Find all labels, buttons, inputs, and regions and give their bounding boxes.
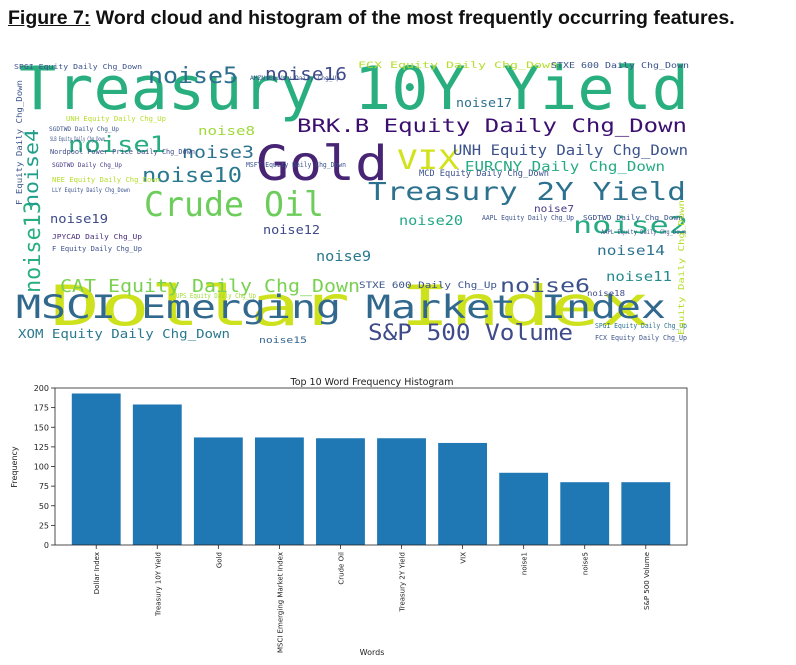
word-cloud-word: SPGI Equity Daily Chg_Up	[595, 322, 687, 330]
word-cloud-word: Crude Oil	[144, 185, 324, 225]
x-tick-label: VIX	[460, 552, 468, 564]
x-axis: Dollar Index Treasury 10Y Yield Gold MSCI E…	[93, 545, 651, 653]
y-tick-label: 125	[34, 443, 49, 452]
bar-series	[71, 393, 671, 545]
bar	[254, 437, 304, 545]
word-cloud-word: EURCNY Daily Chg_Down	[465, 160, 665, 175]
y-axis-label: Frequency	[10, 446, 19, 488]
word-cloud-word: BRK.B Equity Daily Chg_Down	[297, 115, 687, 137]
word-frequency-histogram: Top 10 Word Frequency Histogram 0 25 50 75 1…	[10, 377, 688, 657]
word-cloud-word: noise7	[534, 204, 574, 215]
bar	[132, 404, 182, 545]
y-axis: 0 25 50 75 100 125 150 175 200	[34, 384, 55, 550]
figure-caption-text: Word cloud and histogram of the most fre…	[90, 7, 735, 29]
word-cloud-word: noise9	[316, 249, 371, 265]
word-cloud-word: noise19	[50, 212, 108, 226]
x-tick-label: Gold	[215, 552, 223, 568]
word-cloud-word: noise4	[21, 129, 43, 207]
bar	[499, 472, 549, 545]
word-cloud-word: Dollar Index	[50, 274, 650, 338]
x-tick-label: noise1	[521, 552, 529, 575]
word-cloud-word: STXE 600 Daily Chg_Down	[551, 61, 689, 70]
bar	[560, 482, 610, 545]
x-tick-label: Dollar Index	[93, 552, 101, 594]
bar	[621, 482, 671, 545]
word-cloud-word: noise17	[456, 96, 512, 110]
x-tick-label: noise5	[582, 552, 590, 575]
word-cloud-word: VIX	[397, 145, 459, 176]
word-cloud-word: UNH Equity Daily Chg_Down	[453, 143, 688, 159]
word-cloud-word: AAPL Equity Daily Chg_Up	[482, 214, 574, 222]
chart-title: Top 10 Word Frequency Histogram	[290, 377, 454, 388]
bar	[377, 438, 426, 545]
y-tick-label: 150	[34, 423, 49, 432]
y-tick-label: 75	[39, 482, 49, 491]
y-tick-label: 0	[44, 541, 49, 550]
word-cloud-word: CAT Equity Daily Chg_Down	[60, 276, 360, 297]
word-cloud-word: noise12	[263, 223, 320, 237]
word-cloud-word: UNH Equity Daily Chg_Up	[66, 115, 166, 123]
bar	[438, 442, 488, 545]
word-cloud-word: SPGI Equity Daily Chg_Down	[14, 63, 142, 71]
word-cloud-word: AMZN Equity Daily Chg_Up	[250, 75, 340, 82]
word-cloud: Dollar Index Treasury 10Y Yield MSCI Emerg…	[10, 55, 696, 348]
word-cloud-word: noise13	[21, 201, 46, 293]
word-cloud-word: noise3	[182, 143, 254, 163]
word-cloud-word: Treasury 10Y Yield	[19, 55, 689, 124]
word-cloud-word: LLY Equity Daily Chg_Down	[52, 187, 130, 194]
word-cloud-word: XOM Equity Daily Chg_Down	[18, 327, 230, 341]
word-cloud-word: noise1	[68, 133, 166, 158]
figure-caption: Figure 7: Word cloud and histogram of th…	[8, 4, 794, 32]
y-tick-label: 50	[39, 502, 49, 511]
word-cloud-word: noise8	[198, 124, 255, 138]
word-cloud-word: S&P 500 Volume	[368, 321, 573, 346]
x-tick-label: S&P 500 Volume	[643, 552, 651, 610]
word-cloud-word: Equity Daily Chg_Down	[677, 200, 686, 335]
word-cloud-word: noise2	[573, 213, 688, 239]
word-cloud-word: Treasury 2Y Yield	[368, 177, 686, 206]
x-tick-label: Treasury 10Y Yield	[154, 552, 162, 617]
word-cloud-word: noise18	[587, 289, 625, 298]
word-cloud-word: noise6	[500, 275, 590, 297]
word-cloud-word: STXE 600 Daily Chg_Up	[359, 281, 497, 291]
word-cloud-word: FCX Equity Daily Chg_Up	[595, 334, 687, 342]
word-cloud-word: JPYCAD Daily Chg_Up	[52, 233, 142, 241]
word-cloud-word: F Equity Daily Chg_Up	[52, 245, 142, 253]
word-cloud-word: SLB Equity Daily Chg_Down	[50, 136, 105, 143]
figure-label: Figure 7:	[8, 7, 91, 29]
bar	[316, 438, 365, 545]
word-cloud-word: MCD Equity Daily Chg_Down	[419, 169, 549, 179]
word-cloud-word: AAPL Equity Daily Chg_Down	[601, 229, 686, 236]
word-cloud-word: noise20	[399, 214, 463, 229]
word-cloud-word: Gold	[256, 136, 388, 192]
word-cloud-word: noise5	[148, 64, 238, 89]
x-tick-label: MSCI Emerging Market Index	[276, 552, 284, 653]
y-tick-label: 100	[34, 463, 49, 472]
plot-frame	[54, 387, 688, 546]
word-cloud-word: F Equity Daily Chg_Down	[15, 80, 24, 205]
word-cloud-word: noise15	[259, 336, 307, 346]
y-tick-label: 200	[34, 384, 49, 393]
bar	[71, 393, 121, 545]
word-cloud-word: SGDTWD Daily Chg_Up	[52, 162, 122, 169]
word-cloud-word: noise10	[142, 163, 242, 187]
x-tick-label: Treasury 2Y Yield	[399, 552, 407, 613]
word-cloud-word: Nordpool Power Price Daily Chg_Down	[50, 148, 195, 156]
word-cloud-word: SGDTWD Daily Chg_Down	[583, 214, 683, 222]
word-cloud-word: MSFT Equity Daily Chg_Down	[246, 161, 346, 169]
word-cloud-word: UPS Equity Daily Chg_Up	[176, 292, 256, 300]
word-cloud-word: FCX Equity Daily Chg_Down	[358, 61, 558, 71]
y-tick-label: 25	[39, 521, 49, 530]
y-tick-label: 175	[34, 404, 49, 413]
word-cloud-word: noise11	[606, 270, 672, 285]
word-cloud-word: SGDTWD Daily Chg_Up	[49, 126, 119, 133]
word-cloud-word: noise14	[597, 244, 665, 259]
word-cloud-word: MSCI Emerging Market Index	[16, 288, 666, 326]
x-axis-label: Words	[360, 648, 385, 657]
bar	[193, 437, 243, 545]
x-tick-label: Crude Oil	[337, 552, 345, 585]
word-cloud-word: NEE Equity Daily Chg_Down	[52, 176, 160, 184]
word-cloud-word: noise16	[265, 64, 347, 85]
